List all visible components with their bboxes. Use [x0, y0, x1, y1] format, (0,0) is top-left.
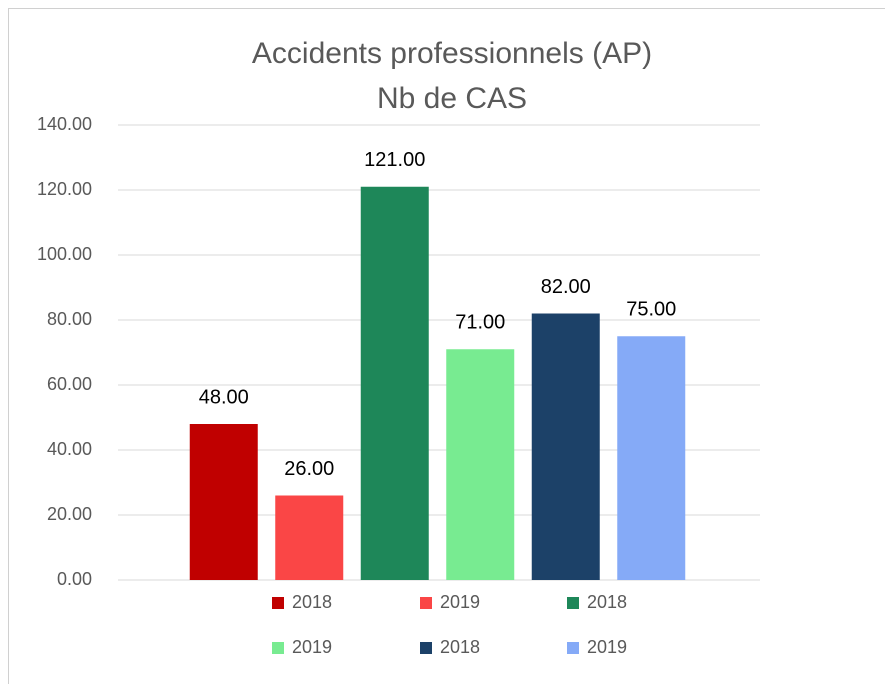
bar: [189, 424, 258, 580]
y-tick-label: 140.00: [37, 114, 92, 134]
data-label: 75.00: [626, 299, 676, 321]
y-tick-label: 20.00: [47, 504, 92, 524]
data-label: 121.00: [364, 149, 425, 171]
y-tick-label: 0.00: [57, 569, 92, 589]
data-label: 48.00: [199, 386, 249, 408]
bar: [446, 349, 515, 580]
legend-swatch: [567, 642, 579, 654]
y-tick-label: 60.00: [47, 374, 92, 394]
bar: [531, 313, 600, 580]
legend-label: 2018: [292, 592, 332, 612]
legend-swatch: [420, 597, 432, 609]
y-tick-label: 120.00: [37, 179, 92, 199]
bar: [360, 186, 429, 580]
data-label: 82.00: [541, 276, 591, 298]
y-tick-label: 40.00: [47, 439, 92, 459]
legend-label: 2019: [440, 592, 480, 612]
legend-label: 2019: [292, 637, 332, 657]
bar: [275, 495, 344, 580]
bar: [617, 336, 686, 580]
legend-swatch: [272, 597, 284, 609]
y-tick-label: 80.00: [47, 309, 92, 329]
legend-swatch: [272, 642, 284, 654]
data-label: 71.00: [455, 312, 505, 334]
legend-swatch: [567, 597, 579, 609]
chart-subtitle: Nb de CAS: [377, 82, 527, 115]
legend-label: 2018: [587, 592, 627, 612]
legend-swatch: [420, 642, 432, 654]
data-label: 26.00: [284, 458, 334, 480]
y-tick-label: 100.00: [37, 244, 92, 264]
chart-title: Accidents professionnels (AP): [252, 37, 652, 70]
legend-label: 2018: [440, 637, 480, 657]
legend-label: 2019: [587, 637, 627, 657]
